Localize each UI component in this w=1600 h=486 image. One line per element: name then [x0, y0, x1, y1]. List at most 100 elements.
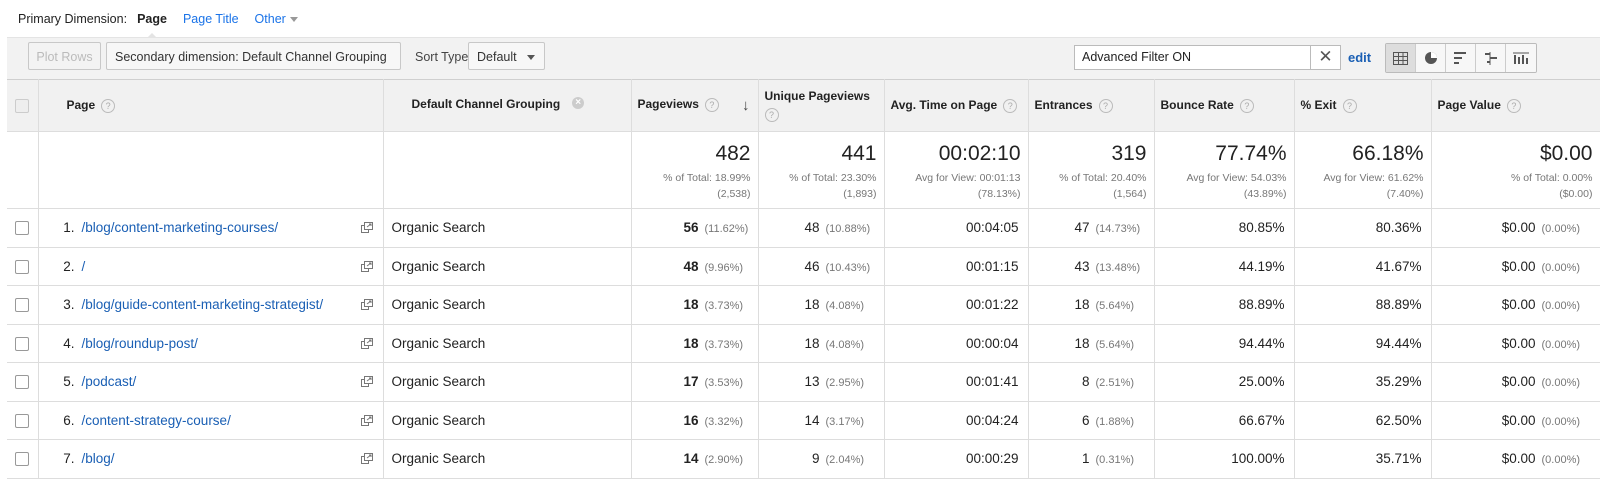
unique-pageviews-percent: (2.04%) — [825, 454, 865, 467]
open-page-icon[interactable] — [360, 337, 373, 349]
help-icon: ? — [704, 97, 719, 112]
row-number: 3. — [63, 297, 75, 313]
open-page-icon[interactable] — [360, 299, 373, 310]
unique-pageviews-cell: 9 (2.04%) — [758, 439, 885, 479]
open-page-icon[interactable] — [360, 222, 373, 233]
primary-dimension-page[interactable]: Page — [137, 12, 167, 39]
row-checkbox-cell — [7, 362, 39, 402]
help-icon: ? — [1342, 98, 1357, 113]
avg-time-cell: 00:04:24 — [884, 401, 1029, 440]
row-checkbox[interactable] — [15, 413, 30, 428]
performance-view-button[interactable] — [1446, 44, 1476, 72]
header-bounce-rate[interactable]: Bounce Rate? — [1154, 79, 1295, 132]
open-page-icon[interactable] — [360, 260, 373, 272]
row-checkbox[interactable] — [15, 336, 30, 351]
plot-rows-button[interactable]: Plot Rows — [28, 42, 101, 70]
page-link[interactable]: /content-strategy-course/ — [81, 412, 231, 428]
header-avg-time[interactable]: Avg. Time on Page? — [884, 79, 1029, 132]
table-row[interactable]: 4. /blog/roundup-post/ Organic Search 18 (… — [7, 324, 1600, 363]
page-value-cell: $0.00 (0.00%) — [1431, 401, 1600, 440]
comparison-view-button[interactable] — [1476, 44, 1506, 72]
header-unique-pageviews[interactable]: Unique Pageviews? — [758, 79, 885, 132]
clear-filter-button[interactable]: ✕ — [1311, 45, 1341, 70]
primary-dimension-page-title[interactable]: Page Title — [182, 12, 239, 26]
view-switcher — [1385, 43, 1537, 73]
entrances-value: 1 — [1081, 451, 1090, 467]
row-checkbox[interactable] — [15, 221, 30, 236]
header-exit[interactable]: % Exit? — [1294, 79, 1432, 132]
open-page-icon[interactable] — [360, 414, 373, 426]
page-value-cell: $0.00 (0.00%) — [1431, 439, 1600, 479]
table-row[interactable]: 2. / Organic Search 48 (9.96%) 46 (10.43%) … — [7, 247, 1600, 286]
primary-dimension-other-label: Other — [254, 12, 286, 26]
entrances-value: 6 — [1081, 412, 1090, 428]
total-page-value: $0.00 % of Total: 0.00% ($0.00) — [1431, 131, 1600, 209]
help-icon: ? — [1003, 98, 1018, 113]
page-value-value: $0.00 — [1501, 412, 1536, 428]
secondary-dimension-dropdown[interactable]: Secondary dimension: Default Channel Gro… — [106, 42, 401, 89]
table-row[interactable]: 1. /blog/content-marketing-courses/ Organ… — [7, 208, 1600, 248]
pageviews-percent: (11.62%) — [704, 223, 749, 236]
table-row[interactable]: 3. /blog/guide-content-marketing-strategi… — [7, 285, 1600, 325]
open-page-icon[interactable] — [360, 376, 373, 387]
header-pageviews[interactable]: Pageviews? ↓ — [631, 79, 759, 132]
page-cell: 6. /content-strategy-course/ — [38, 401, 384, 440]
page-value-value: $0.00 — [1501, 258, 1536, 274]
unique-pageviews-value: 46 — [804, 258, 820, 274]
table-row[interactable]: 6. /content-strategy-course/ Organic Sear… — [7, 401, 1600, 440]
primary-dimension-other[interactable]: Other — [255, 12, 298, 26]
pivot-view-button[interactable] — [1506, 44, 1536, 72]
select-all-checkbox[interactable] — [15, 98, 30, 113]
total-sub: % of Total: 0.00% — [1510, 172, 1593, 184]
page-value-cell: $0.00 (0.00%) — [1431, 247, 1600, 286]
bounce-rate-cell: 44.19% — [1154, 247, 1295, 286]
row-number: 5. — [63, 374, 75, 390]
header-channel[interactable]: Default Channel Grouping × — [383, 79, 632, 132]
unique-pageviews-value: 9 — [811, 451, 820, 467]
total-sub: (2,538) — [717, 187, 751, 200]
remove-dimension-icon[interactable]: × — [572, 97, 585, 109]
page-link[interactable]: /blog/content-marketing-courses/ — [81, 220, 279, 236]
sort-type-dropdown[interactable]: Default — [468, 42, 545, 70]
header-unique-pageviews-label: Unique Pageviews — [764, 89, 870, 103]
header-page[interactable]: Page? — [38, 79, 384, 132]
row-checkbox[interactable] — [15, 375, 30, 390]
unique-pageviews-cell: 46 (10.43%) — [758, 247, 885, 286]
sort-arrow-down-icon: ↓ — [742, 97, 750, 114]
totals-empty-cell — [38, 131, 384, 209]
page-value-cell: $0.00 (0.00%) — [1431, 285, 1600, 325]
entrances-cell: 18 (5.64%) — [1028, 324, 1155, 363]
page-link[interactable]: /blog/roundup-post/ — [81, 335, 198, 351]
entrances-cell: 47 (14.73%) — [1028, 208, 1155, 248]
total-value: 441 — [841, 142, 877, 165]
open-page-icon[interactable] — [360, 453, 373, 464]
header-page-value[interactable]: Page Value? — [1431, 79, 1600, 132]
unique-pageviews-value: 18 — [804, 297, 820, 313]
unique-pageviews-percent: (2.95%) — [825, 377, 865, 390]
row-checkbox[interactable] — [15, 259, 30, 274]
chevron-down-icon — [289, 17, 298, 23]
header-page-value-label: Page Value — [1437, 98, 1501, 113]
page-value-value: $0.00 — [1501, 374, 1536, 390]
row-checkbox[interactable] — [15, 452, 30, 467]
page-link[interactable]: / — [81, 258, 86, 274]
pageviews-value: 18 — [683, 335, 699, 351]
row-checkbox-cell — [7, 285, 39, 325]
page-link[interactable]: /blog/guide-content-marketing-strategist… — [81, 297, 324, 313]
exit-cell: 35.29% — [1294, 362, 1432, 402]
page-link[interactable]: /blog/ — [81, 451, 115, 467]
table-row[interactable]: 5. /podcast/ Organic Search 17 (3.53%) 13 (… — [7, 362, 1600, 402]
avg-time-cell: 00:01:15 — [884, 247, 1029, 286]
edit-filter-link[interactable]: edit — [1348, 50, 1372, 65]
sort-type-label: Sort Type: — [415, 50, 472, 64]
pie-view-icon — [1424, 52, 1437, 64]
row-checkbox[interactable] — [15, 298, 30, 313]
advanced-filter-field[interactable]: Advanced Filter ON — [1074, 45, 1311, 70]
page-link[interactable]: /podcast/ — [81, 374, 137, 390]
table-view-button[interactable] — [1386, 44, 1416, 72]
header-entrances[interactable]: Entrances? — [1028, 79, 1155, 132]
table-row[interactable]: 7. /blog/ Organic Search 14 (2.90%) 9 (2.04… — [7, 439, 1600, 479]
pie-view-button[interactable] — [1416, 44, 1446, 72]
unique-pageviews-cell: 18 (4.08%) — [758, 324, 885, 363]
unique-pageviews-value: 13 — [804, 374, 820, 390]
